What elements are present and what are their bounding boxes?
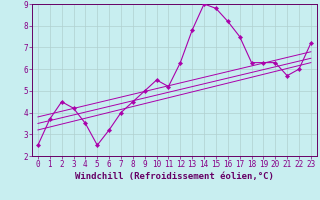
X-axis label: Windchill (Refroidissement éolien,°C): Windchill (Refroidissement éolien,°C) [75,172,274,181]
